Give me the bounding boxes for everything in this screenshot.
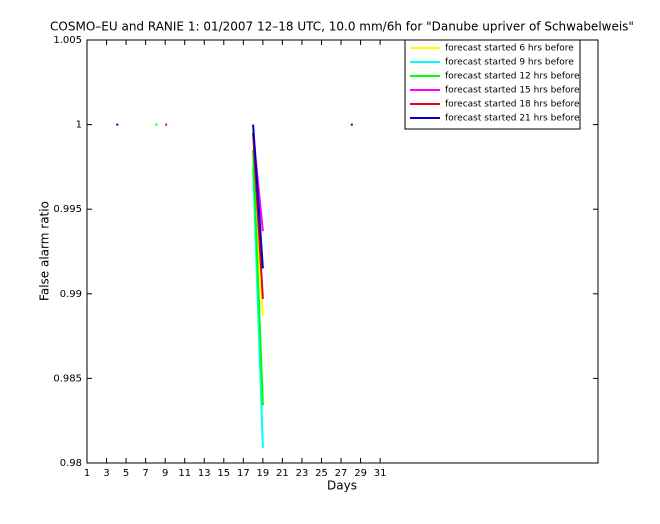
chart-title: COSMO–EU and RANIE 1: 01/2007 12–18 UTC,… xyxy=(50,20,634,34)
legend-label: forecast started 15 hrs before xyxy=(445,86,580,96)
legend-label: forecast started 21 hrs before xyxy=(445,114,580,124)
x-tick-label: 19 xyxy=(257,468,270,479)
x-tick-label: 23 xyxy=(296,468,309,479)
legend-label: forecast started 6 hrs before xyxy=(445,44,574,54)
x-tick-label: 13 xyxy=(198,468,211,479)
legend-label: forecast started 9 hrs before xyxy=(445,58,574,68)
y-tick-label: 0.98 xyxy=(60,458,82,469)
y-tick-label: 0.99 xyxy=(60,289,82,300)
x-tick-label: 3 xyxy=(103,468,109,479)
x-axis-label: Days xyxy=(327,479,357,493)
y-tick-label: 1 xyxy=(76,120,82,131)
legend-label: forecast started 12 hrs before xyxy=(445,72,580,82)
x-tick-label: 29 xyxy=(354,468,367,479)
x-tick-label: 17 xyxy=(237,468,250,479)
series-line xyxy=(116,123,353,269)
x-tick-label: 9 xyxy=(162,468,168,479)
x-tick-label: 31 xyxy=(374,468,387,479)
series-line xyxy=(155,123,264,406)
legend-box xyxy=(404,39,581,130)
x-tick-label: 11 xyxy=(178,468,191,479)
y-axis-label: False alarm ratio xyxy=(38,201,52,301)
legend-label: forecast started 18 hrs before xyxy=(445,100,580,110)
y-tick-label: 0.985 xyxy=(53,373,82,384)
x-tick-label: 27 xyxy=(335,468,348,479)
x-tick-label: 21 xyxy=(276,468,289,479)
y-tick-label: 1.005 xyxy=(53,35,82,46)
x-tick-label: 7 xyxy=(142,468,148,479)
y-tick-label: 0.995 xyxy=(53,204,82,215)
x-tick-label: 25 xyxy=(315,468,328,479)
x-tick-label: 15 xyxy=(217,468,230,479)
x-tick-label: 1 xyxy=(84,468,90,479)
x-tick-label: 5 xyxy=(123,468,129,479)
